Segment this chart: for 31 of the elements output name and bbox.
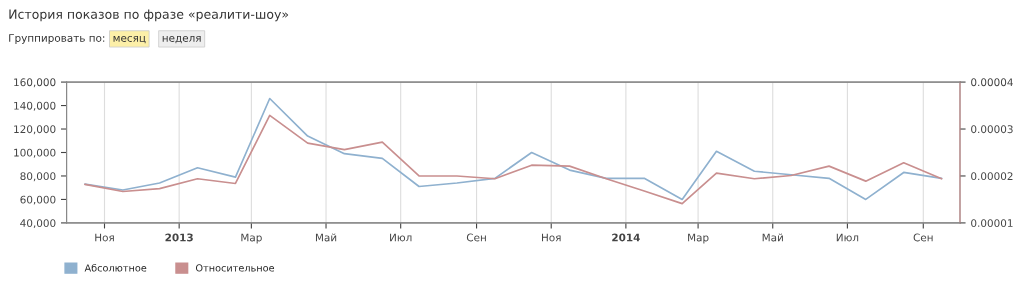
text: месяц <box>113 35 146 44</box>
x-tick-label: Сен <box>913 233 933 242</box>
x-tick-label: Сен <box>466 233 486 242</box>
y-tick-label: 60,000 <box>20 195 56 205</box>
x-tick-label: Мар <box>688 233 709 244</box>
text: неделя <box>162 35 201 44</box>
y-tick-label: 80,000 <box>20 172 56 182</box>
y-tick-label: 40,000 <box>20 219 56 229</box>
text: Группировать по: <box>9 34 105 44</box>
x-tick-label: Июл <box>390 233 412 242</box>
line-series <box>84 97 943 201</box>
y2-tick-label: 0.00004 <box>971 78 1013 87</box>
x-tick-label: Ноя <box>542 233 561 242</box>
x-tick-label: 2013 <box>165 233 193 242</box>
chart-title: История показов по фразе «реалити-шоу» <box>9 9 289 22</box>
legend-label: Абсолютное <box>84 263 147 272</box>
x-tick-label: 2014 <box>612 233 640 242</box>
x-tick-label: Май <box>315 233 337 242</box>
x-tick-label: Мар <box>241 233 262 244</box>
y-tick-label: 140,000 <box>14 101 56 111</box>
y2-tick-label: 0.00003 <box>971 125 1013 134</box>
x-tick-label: Ноя <box>95 233 114 242</box>
y-tick-label: 100,000 <box>14 148 56 158</box>
line-series <box>84 114 943 205</box>
y2-tick-label: 0.00002 <box>971 172 1013 181</box>
legend-label: Относительное <box>195 264 275 272</box>
y-tick-label: 160,000 <box>14 78 56 88</box>
x-tick-label: Май <box>762 233 783 242</box>
x-tick-label: Июл <box>836 233 859 242</box>
y2-tick-label: 0.00001 <box>971 219 1013 228</box>
y-tick-label: 120,000 <box>14 125 56 135</box>
